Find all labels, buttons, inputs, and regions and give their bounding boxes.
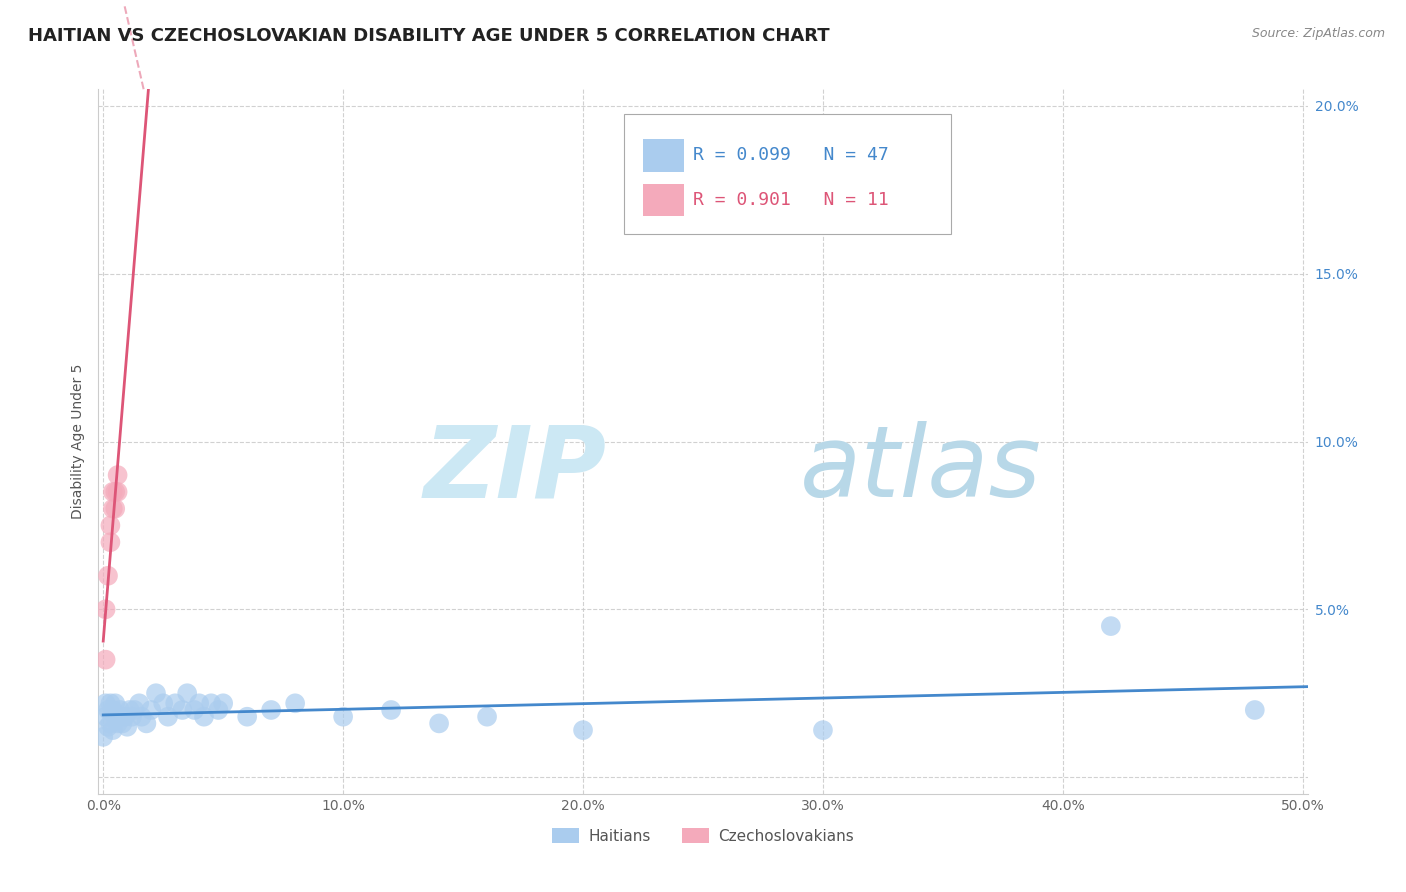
Point	[212, 696, 235, 710]
Point	[145, 686, 167, 700]
Point	[141, 703, 163, 717]
Point	[97, 703, 120, 717]
Point	[94, 696, 117, 710]
Point	[207, 703, 229, 717]
Point	[135, 716, 157, 731]
Text: ZIP: ZIP	[423, 421, 606, 518]
Point	[193, 709, 215, 723]
Point	[572, 723, 595, 738]
Point	[101, 501, 124, 516]
Point	[100, 535, 122, 549]
Point	[104, 696, 127, 710]
Point	[108, 703, 131, 717]
FancyBboxPatch shape	[624, 114, 950, 234]
Point	[811, 723, 834, 738]
Point	[236, 709, 259, 723]
Point	[200, 696, 222, 710]
Text: R = 0.901   N = 11: R = 0.901 N = 11	[693, 191, 889, 209]
Point	[115, 720, 138, 734]
Point	[111, 716, 134, 731]
Point	[104, 484, 127, 499]
Point	[107, 484, 129, 499]
Point	[94, 602, 117, 616]
Y-axis label: Disability Age Under 5: Disability Age Under 5	[72, 364, 86, 519]
Point	[165, 696, 187, 710]
FancyBboxPatch shape	[643, 184, 683, 216]
FancyBboxPatch shape	[643, 139, 683, 171]
Point	[152, 696, 174, 710]
Point	[114, 709, 136, 723]
Point	[427, 716, 450, 731]
Point	[101, 723, 124, 738]
Point	[107, 716, 129, 731]
Point	[176, 686, 198, 700]
Point	[97, 720, 120, 734]
Point	[128, 696, 150, 710]
Point	[188, 696, 211, 710]
Point	[91, 730, 114, 744]
Point	[104, 501, 127, 516]
Point	[100, 696, 122, 710]
Point	[97, 568, 120, 582]
Point	[107, 468, 129, 483]
Point	[183, 703, 205, 717]
Point	[156, 709, 179, 723]
Point	[100, 716, 122, 731]
Point	[475, 709, 498, 723]
Point	[101, 484, 124, 499]
Text: HAITIAN VS CZECHOSLOVAKIAN DISABILITY AGE UNDER 5 CORRELATION CHART: HAITIAN VS CZECHOSLOVAKIAN DISABILITY AG…	[28, 27, 830, 45]
Point	[94, 653, 117, 667]
Point	[124, 703, 146, 717]
Point	[260, 703, 283, 717]
Text: R = 0.099   N = 47: R = 0.099 N = 47	[693, 146, 889, 164]
Point	[1099, 619, 1122, 633]
Point	[100, 518, 122, 533]
Point	[380, 703, 402, 717]
Point	[108, 709, 131, 723]
Text: Source: ZipAtlas.com: Source: ZipAtlas.com	[1251, 27, 1385, 40]
Point	[284, 696, 307, 710]
Text: atlas: atlas	[800, 421, 1042, 518]
Point	[94, 709, 117, 723]
Point	[104, 709, 127, 723]
Point	[172, 703, 194, 717]
Point	[131, 709, 153, 723]
Legend: Haitians, Czechoslovakians: Haitians, Czechoslovakians	[546, 822, 860, 850]
Point	[101, 703, 124, 717]
Point	[118, 703, 141, 717]
Point	[1243, 703, 1265, 717]
Point	[332, 709, 354, 723]
Point	[121, 709, 143, 723]
